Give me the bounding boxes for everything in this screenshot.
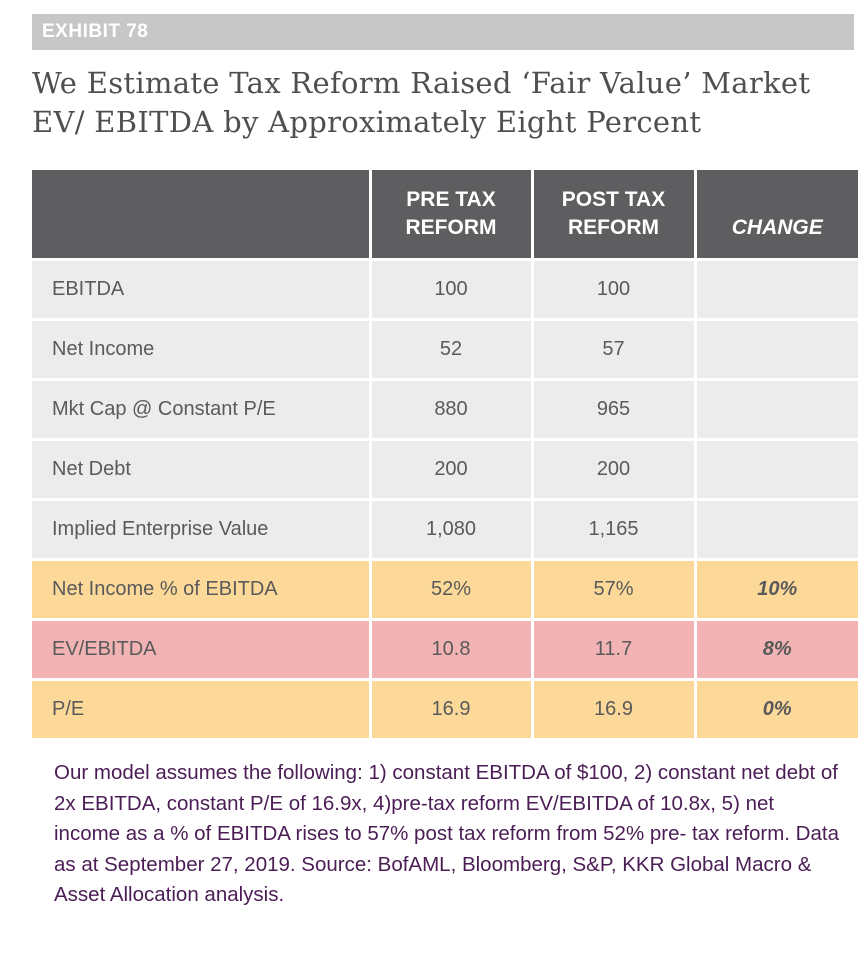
change-value: 10%: [693, 558, 858, 620]
pre-value: 200: [368, 438, 532, 500]
table-container: PRE TAX REFORM POST TAX REFORM CHANGE EB…: [32, 170, 858, 738]
footnote: Our model assumes the following: 1) cons…: [54, 761, 839, 906]
table-row-ebitda: EBITDA 100 100: [32, 258, 858, 320]
row-label: P/E: [32, 678, 370, 738]
header-post-tax-reform: POST TAX REFORM: [530, 170, 695, 260]
valuation-table: PRE TAX REFORM POST TAX REFORM CHANGE EB…: [32, 170, 858, 738]
row-label: EV/EBITDA: [32, 618, 370, 680]
header-label: [32, 170, 370, 260]
table-row-ev-ebitda: EV/EBITDA 10.8 11.7 8%: [32, 618, 858, 680]
table-row-mkt-cap: Mkt Cap @ Constant P/E 880 965: [32, 378, 858, 440]
row-label: Net Income: [32, 318, 370, 380]
table-header-row: PRE TAX REFORM POST TAX REFORM CHANGE: [32, 170, 858, 260]
pre-value: 52%: [368, 558, 532, 620]
table-row-net-income: Net Income 52 57: [32, 318, 858, 380]
post-value: 200: [530, 438, 695, 500]
change-value: [693, 378, 858, 440]
post-value: 965: [530, 378, 695, 440]
exhibit-label: EXHIBIT 78: [42, 21, 149, 42]
change-value: [693, 498, 858, 560]
pre-value: 1,080: [368, 498, 532, 560]
header-pre-tax-reform: PRE TAX REFORM: [368, 170, 532, 260]
change-value: 0%: [693, 678, 858, 738]
post-value: 100: [530, 258, 695, 320]
row-label: EBITDA: [32, 258, 370, 320]
post-value: 16.9: [530, 678, 695, 738]
post-value: 57: [530, 318, 695, 380]
header-change: CHANGE: [693, 170, 858, 260]
pre-value: 10.8: [368, 618, 532, 680]
exhibit-bar: EXHIBIT 78: [32, 14, 854, 50]
table-row-net-debt: Net Debt 200 200: [32, 438, 858, 500]
post-value: 57%: [530, 558, 695, 620]
pre-value: 100: [368, 258, 532, 320]
post-value: 11.7: [530, 618, 695, 680]
table-row-implied-ev: Implied Enterprise Value 1,080 1,165: [32, 498, 858, 560]
post-value: 1,165: [530, 498, 695, 560]
row-label: Mkt Cap @ Constant P/E: [32, 378, 370, 440]
table-body: EBITDA 100 100 Net Income 52 57 Mkt Cap …: [32, 258, 858, 738]
change-value: 8%: [693, 618, 858, 680]
page-title: We Estimate Tax Reform Raised ‘Fair Valu…: [32, 66, 811, 139]
pre-value: 16.9: [368, 678, 532, 738]
row-label: Net Debt: [32, 438, 370, 500]
table-row-net-income-pct: Net Income % of EBITDA 52% 57% 10%: [32, 558, 858, 620]
table-row-pe: P/E 16.9 16.9 0%: [32, 678, 858, 738]
pre-value: 52: [368, 318, 532, 380]
change-value: [693, 438, 858, 500]
pre-value: 880: [368, 378, 532, 440]
row-label: Implied Enterprise Value: [32, 498, 370, 560]
change-value: [693, 318, 858, 380]
change-value: [693, 258, 858, 320]
row-label: Net Income % of EBITDA: [32, 558, 370, 620]
